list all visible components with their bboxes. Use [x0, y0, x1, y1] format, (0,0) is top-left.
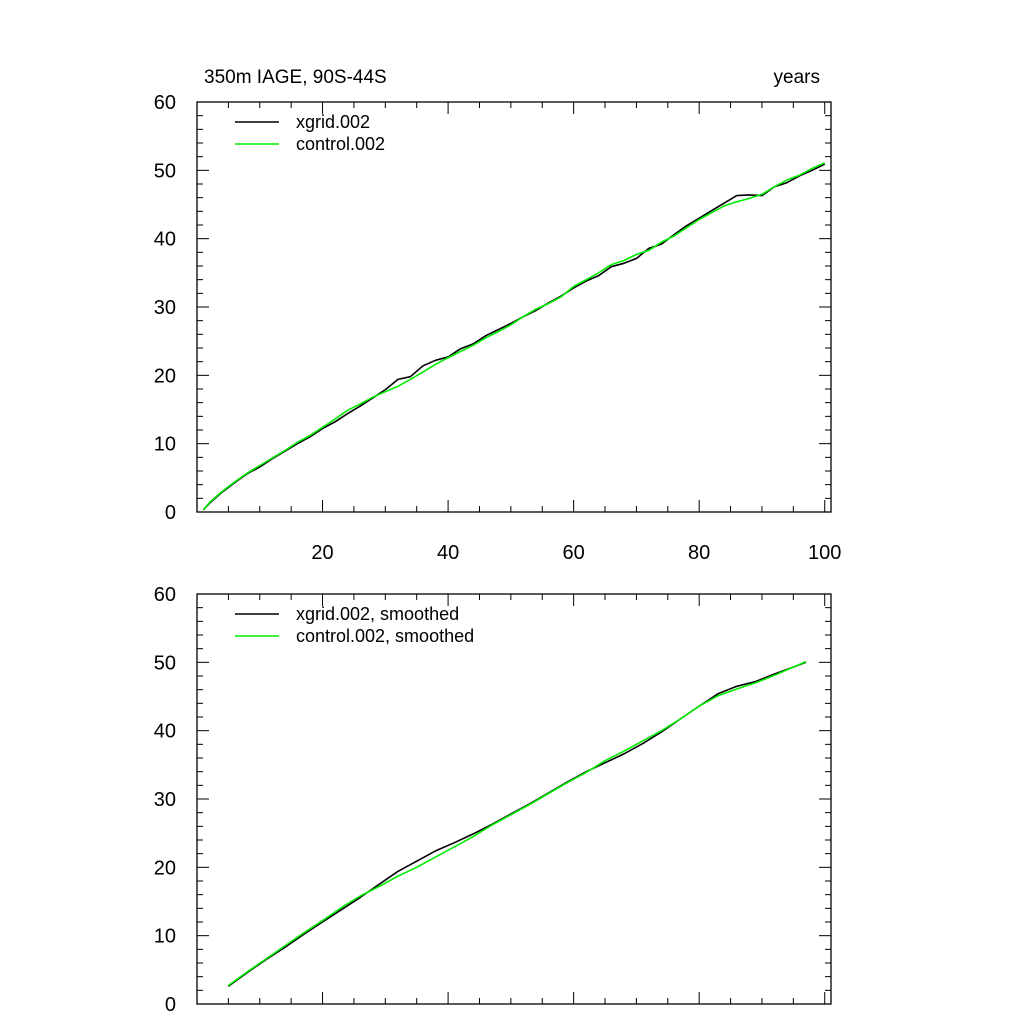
y-tick-label: 30 — [154, 297, 176, 319]
y-tick-label: 0 — [165, 994, 176, 1016]
y-tick-label: 30 — [154, 789, 176, 811]
legend-label: xgrid.002, smoothed — [296, 604, 459, 624]
legend-label: control.002 — [296, 134, 385, 154]
y-tick-label: 50 — [154, 652, 176, 674]
legend-label: control.002, smoothed — [296, 626, 474, 646]
plot-frame — [196, 101, 832, 513]
units-label: years — [774, 67, 820, 88]
bottom-panel: 0 10 20 30 40 50 60 xgrid.002, smoothedcontrol.… — [154, 584, 832, 1016]
series-line-control-002 — [202, 162, 826, 511]
x-tick-label: 80 — [688, 542, 710, 564]
x-tick-label: 20 — [311, 542, 333, 564]
y-tick-label: 0 — [165, 502, 176, 524]
y-tick-label: 60 — [154, 584, 176, 606]
y-tick-label: 50 — [154, 160, 176, 182]
y-tick-label: 60 — [154, 92, 176, 114]
y-tick-label: 10 — [154, 926, 176, 948]
y-tick-label: 20 — [154, 857, 176, 879]
y-tick-label: 20 — [154, 365, 176, 387]
x-tick-label: 60 — [563, 542, 585, 564]
legend-label: xgrid.002 — [296, 112, 370, 132]
series-line-xgrid-002 — [202, 163, 826, 511]
series-line-control-002 — [227, 660, 807, 987]
top-panel: 0 10 20 30 40 50 60 20 40 60 80 100 xgrid.002control… — [154, 92, 842, 564]
x-tick-label: 40 — [437, 542, 459, 564]
y-tick-label: 40 — [154, 721, 176, 743]
series-line-xgrid-002 — [227, 661, 807, 987]
y-tick-label: 40 — [154, 229, 176, 251]
x-tick-label: 100 — [808, 542, 841, 564]
chart-title: 350m IAGE, 90S-44S — [204, 67, 387, 88]
y-tick-label: 10 — [154, 434, 176, 456]
